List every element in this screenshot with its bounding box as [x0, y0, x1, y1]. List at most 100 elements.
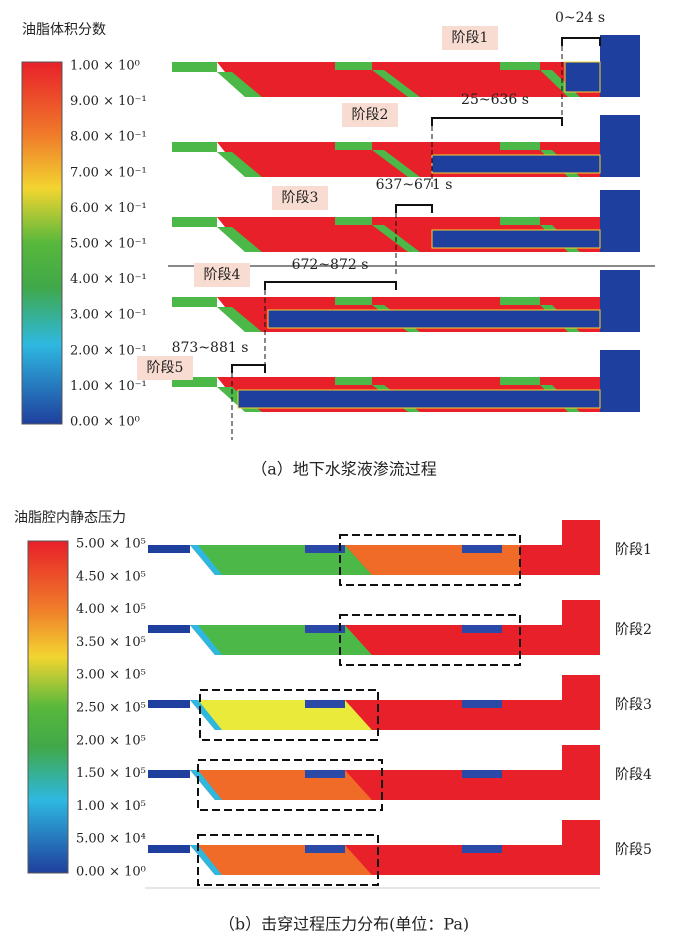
water — [564, 61, 601, 93]
seal — [335, 297, 372, 305]
stage-label: 阶段3 — [282, 190, 319, 206]
legend-label: 5.00 × 10⁴ — [76, 832, 146, 847]
stage-tag — [442, 26, 498, 50]
time-label: 637~671 s — [376, 177, 453, 193]
inlet — [148, 845, 190, 853]
inlet — [148, 625, 190, 633]
seal — [372, 70, 420, 97]
stage-label: 阶段1 — [452, 30, 489, 46]
stage-label: 阶段1 — [615, 542, 652, 558]
box — [339, 614, 521, 666]
legend-label: 8.00 × 10⁻¹ — [70, 130, 147, 145]
seal — [305, 845, 345, 853]
seal — [500, 62, 540, 70]
legend-label: 4.00 × 10⁵ — [76, 602, 146, 617]
inlet — [148, 545, 190, 553]
seal — [335, 142, 372, 150]
inlet — [172, 142, 217, 152]
stage-label: 阶段5 — [615, 842, 652, 858]
inlet — [172, 377, 217, 387]
stage-tag — [137, 356, 193, 380]
legend-label: 2.00 × 10⁵ — [76, 733, 146, 748]
seal — [217, 72, 262, 97]
stage-label: 阶段2 — [352, 107, 389, 123]
seal — [462, 845, 502, 853]
legend-label: 1.00 × 10⁰ — [70, 59, 140, 74]
inlet — [148, 700, 190, 708]
seal — [305, 700, 345, 708]
legend-label: 0.00 × 10⁰ — [76, 865, 146, 880]
block — [600, 35, 640, 97]
legend-title: 油脂腔内静态压力 — [14, 510, 126, 526]
water — [431, 229, 601, 249]
seal — [500, 297, 540, 305]
stage-label: 阶段4 — [204, 267, 241, 283]
colorbar — [27, 540, 69, 874]
box — [339, 534, 521, 586]
time-label: 0~24 s — [555, 10, 605, 26]
seal — [305, 545, 345, 553]
seal — [190, 545, 222, 575]
seal — [335, 217, 372, 225]
legend-label: 3.00 × 10⁵ — [76, 668, 146, 683]
seal — [305, 625, 345, 633]
bracket — [264, 281, 397, 290]
box — [199, 689, 379, 741]
inlet — [148, 770, 190, 778]
seal — [217, 227, 262, 252]
bracket — [561, 37, 601, 46]
caption: （a）地下水浆液渗流过程 — [251, 460, 437, 479]
bracket — [231, 364, 266, 373]
time-label: 25~636 s — [461, 92, 529, 108]
seal — [462, 700, 502, 708]
legend-label: 4.00 × 10⁻¹ — [70, 272, 147, 287]
water — [431, 154, 601, 174]
channel — [217, 62, 600, 97]
block — [600, 270, 640, 332]
legend-label: 0.00 × 10⁰ — [70, 415, 140, 430]
stage-tag — [194, 263, 250, 287]
stage-label: 阶段2 — [615, 622, 652, 638]
caption: （b）击穿过程压力分布(单位：Pa) — [219, 915, 469, 934]
seal — [462, 545, 502, 553]
seal — [217, 307, 262, 332]
inlet — [172, 297, 217, 307]
time-label: 873~881 s — [172, 340, 249, 356]
legend-label: 3.50 × 10⁵ — [76, 635, 146, 650]
legend-label: 1.00 × 10⁻¹ — [70, 379, 147, 394]
seal — [500, 142, 540, 150]
seal — [462, 625, 502, 633]
bracket — [431, 117, 563, 126]
seal — [190, 845, 222, 875]
colorbar — [21, 61, 63, 425]
block — [600, 350, 640, 412]
water — [237, 389, 601, 409]
seal — [335, 377, 372, 385]
seal — [372, 150, 420, 177]
seal — [190, 625, 222, 655]
stage-tag — [272, 186, 328, 210]
seal — [335, 62, 372, 70]
legend-label: 1.00 × 10⁵ — [76, 799, 146, 814]
box — [197, 834, 379, 886]
inlet — [172, 62, 217, 72]
stage-label: 阶段5 — [147, 360, 184, 376]
stage-tag — [342, 103, 398, 127]
legend-label: 2.50 × 10⁵ — [76, 701, 146, 716]
legend-label: 6.00 × 10⁻¹ — [70, 201, 147, 216]
seal — [217, 152, 262, 177]
seal — [500, 377, 540, 385]
legend-label: 5.00 × 10⁻¹ — [70, 237, 147, 252]
box — [197, 759, 383, 811]
legend-label: 7.00 × 10⁻¹ — [70, 165, 147, 180]
seal — [462, 770, 502, 778]
seal — [190, 700, 222, 730]
inlet — [172, 217, 217, 227]
legend-label: 9.00 × 10⁻¹ — [70, 94, 147, 109]
stage-label: 阶段4 — [615, 767, 652, 783]
legend-title: 油脂体积分数 — [22, 22, 106, 38]
block — [600, 190, 640, 252]
seal — [305, 770, 345, 778]
stage-label: 阶段3 — [615, 697, 652, 713]
